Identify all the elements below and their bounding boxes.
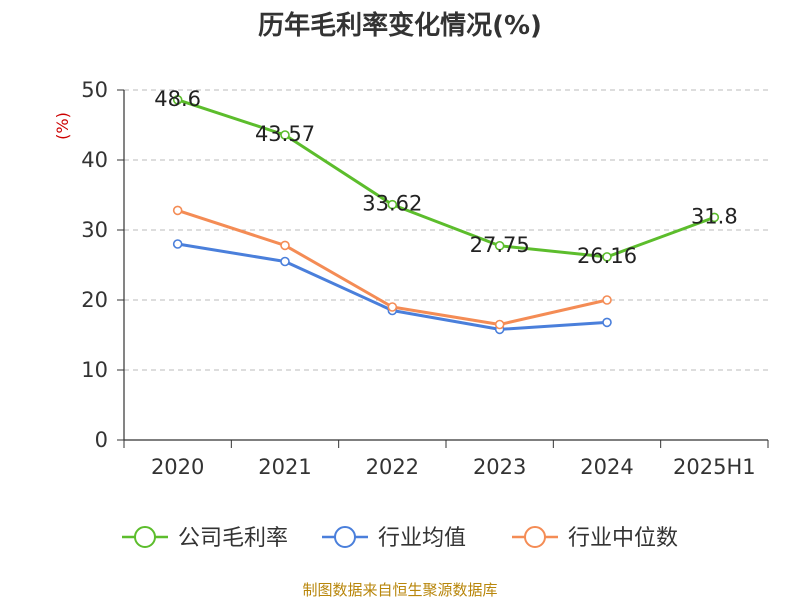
y-tick-label: 50 xyxy=(81,78,108,102)
y-axis-label: (%) xyxy=(53,112,72,140)
legend[interactable]: 公司毛利率 行业均值 行业中位数 xyxy=(122,526,678,551)
axes: 0 10 20 30 40 50 2020 2021 2022 2023 2024 2025H1 xyxy=(81,78,769,479)
data-point[interactable] xyxy=(280,240,290,251)
legend-item[interactable]: 行业均值 xyxy=(322,526,466,551)
data-point[interactable] xyxy=(494,319,505,330)
data-point[interactable] xyxy=(387,199,398,210)
data-labels: 48.6 43.57 33.62 27.75 26.16 31.8 xyxy=(154,87,737,268)
legend-label: 行业中位数 xyxy=(568,526,678,551)
x-tick-label: 2023 xyxy=(473,455,526,479)
data-label: 27.75 xyxy=(470,233,530,257)
data-point[interactable] xyxy=(387,302,398,312)
y-tick-label: 20 xyxy=(81,288,108,312)
data-point[interactable] xyxy=(602,252,612,262)
data-point[interactable] xyxy=(494,240,505,251)
legend-marker-icon xyxy=(334,526,356,548)
data-point[interactable] xyxy=(280,256,290,267)
y-tick-label: 30 xyxy=(81,218,108,242)
data-label: 43.57 xyxy=(255,122,315,146)
data-label: 48.6 xyxy=(154,87,201,111)
data-point[interactable] xyxy=(172,95,183,105)
legend-item[interactable]: 公司毛利率 xyxy=(122,526,288,551)
legend-label: 行业均值 xyxy=(378,526,466,551)
x-tick-label: 2022 xyxy=(366,455,419,479)
y-tick-label: 40 xyxy=(81,148,108,172)
x-tick-label: 2024 xyxy=(580,455,633,479)
x-tick-label: 2021 xyxy=(258,455,311,479)
source-note: 制图数据来自恒生聚源数据库 xyxy=(302,581,497,599)
legend-marker-icon xyxy=(524,526,546,548)
x-tick-label: 2020 xyxy=(151,455,204,479)
legend-label: 公司毛利率 xyxy=(178,526,288,551)
y-tick-label: 0 xyxy=(95,428,108,452)
data-point[interactable] xyxy=(602,295,612,305)
series-line xyxy=(177,242,608,331)
series-group xyxy=(172,95,720,335)
data-point[interactable] xyxy=(709,212,720,223)
data-point[interactable] xyxy=(172,205,183,216)
series-line xyxy=(177,98,715,259)
data-point[interactable] xyxy=(172,239,183,249)
grid xyxy=(124,89,768,371)
y-tick-label: 10 xyxy=(81,358,108,382)
chart-title: 历年毛利率变化情况(%) xyxy=(258,10,542,41)
legend-item[interactable]: 行业中位数 xyxy=(512,526,678,551)
x-tick-label: 2025H1 xyxy=(673,455,756,479)
data-label: 33.62 xyxy=(362,192,422,216)
data-point[interactable] xyxy=(280,130,290,140)
data-label: 31.8 xyxy=(691,204,738,228)
data-label: 26.16 xyxy=(577,244,637,268)
data-point[interactable] xyxy=(602,317,612,328)
legend-marker-icon xyxy=(134,526,156,548)
